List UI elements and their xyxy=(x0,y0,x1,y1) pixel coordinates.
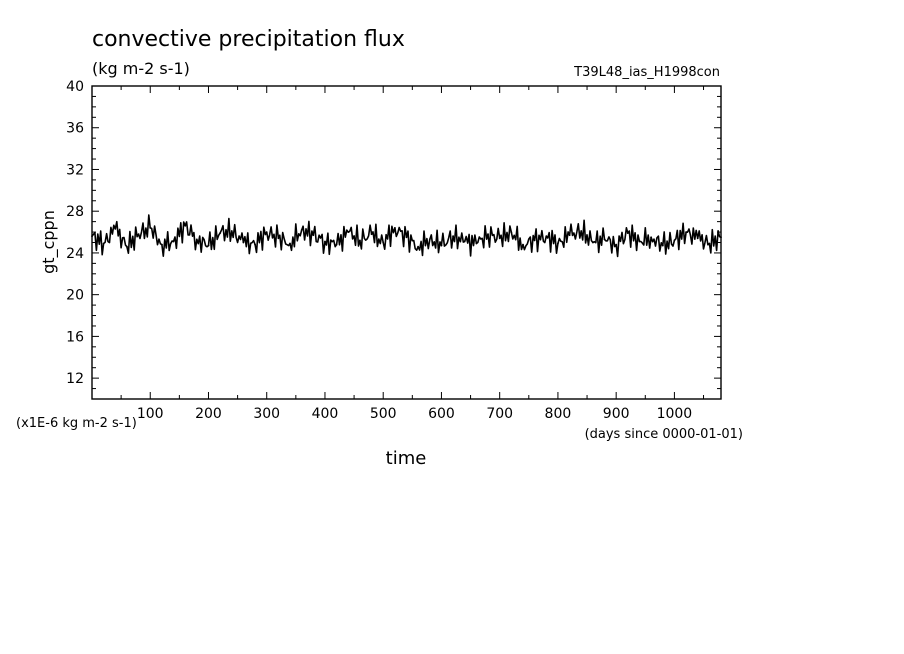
x-tick-label: 400 xyxy=(312,406,339,422)
series-point xyxy=(498,237,501,240)
x-tick-label: 100 xyxy=(137,406,164,422)
series-point xyxy=(265,231,268,234)
series-point xyxy=(557,242,559,245)
series-point xyxy=(219,232,222,235)
series-point xyxy=(172,240,175,243)
series-point xyxy=(568,234,571,237)
series-group xyxy=(91,214,722,258)
series-point xyxy=(405,236,408,239)
y-axis-label: gt_cppn xyxy=(39,210,59,274)
y-tick-label: 36 xyxy=(66,121,84,137)
series-point xyxy=(230,230,233,232)
series-point xyxy=(195,238,198,241)
x-tick-label: 500 xyxy=(370,406,397,422)
series-point xyxy=(417,245,419,248)
series-point xyxy=(592,241,594,244)
series-point xyxy=(149,227,152,229)
series-point xyxy=(91,235,93,238)
chart-title: convective precipitation flux xyxy=(92,27,405,52)
series-point xyxy=(708,242,711,245)
series-point xyxy=(673,239,676,242)
series-point xyxy=(114,228,117,230)
y-tick-label: 12 xyxy=(66,371,84,387)
x-tick-label: 600 xyxy=(428,406,455,422)
series-point xyxy=(685,231,687,234)
x-axis-label: time xyxy=(386,448,427,469)
series-point xyxy=(696,237,699,240)
y-tick-label: 28 xyxy=(66,204,84,220)
series-point xyxy=(126,245,128,248)
x-tick-label: 900 xyxy=(603,406,630,422)
series-point xyxy=(370,233,373,236)
series-point xyxy=(615,243,618,246)
series-point xyxy=(277,237,280,240)
series-point xyxy=(452,235,454,238)
series-point xyxy=(207,244,210,247)
chart-subtitle: (kg m-2 s-1) xyxy=(92,59,190,78)
series-point xyxy=(533,239,536,242)
series-point xyxy=(102,242,105,245)
series-point xyxy=(242,241,245,244)
y-tick-label: 20 xyxy=(66,288,84,304)
series-point xyxy=(394,227,396,229)
x-axis-units: (days since 0000-01-01) xyxy=(585,427,743,442)
series-point xyxy=(440,244,443,247)
series-point xyxy=(661,244,664,247)
x-tick-label: 700 xyxy=(486,406,513,422)
y-tick-label: 16 xyxy=(66,329,84,345)
series-point xyxy=(312,234,315,237)
plot-frame xyxy=(91,85,722,400)
series-point xyxy=(603,238,606,241)
series-point xyxy=(626,232,629,235)
series-point xyxy=(359,239,361,242)
y-tick-label: 40 xyxy=(66,79,84,95)
series-point xyxy=(475,242,478,245)
series-point xyxy=(347,231,350,234)
x-tick-label: 300 xyxy=(253,406,280,422)
series-point xyxy=(254,243,256,246)
series-point xyxy=(300,229,303,231)
run-label: T39L48_ias_H1998con xyxy=(573,65,720,80)
y-tick-label: 32 xyxy=(66,162,84,178)
y-tick-label: 24 xyxy=(66,246,84,262)
series-point xyxy=(161,243,163,246)
x-tick-label: 800 xyxy=(545,406,572,422)
series-point xyxy=(463,240,466,243)
y-axis-ticks: 12 16 20 24 28 32 36 40 xyxy=(66,79,721,390)
series-point xyxy=(638,240,641,243)
series-point xyxy=(324,240,326,243)
series-point xyxy=(289,242,291,245)
series-point xyxy=(580,230,583,232)
series-point xyxy=(545,235,548,238)
series-point xyxy=(428,238,431,241)
x-tick-label: 1000 xyxy=(657,406,693,422)
series-point xyxy=(335,243,338,246)
x-tick-label: 200 xyxy=(195,406,222,422)
series-point xyxy=(487,233,489,236)
series-point xyxy=(510,231,513,234)
series-line xyxy=(91,214,722,258)
series-point xyxy=(522,243,524,246)
series-point xyxy=(382,241,385,244)
series-point xyxy=(650,236,652,239)
series-point xyxy=(184,224,187,227)
x-axis-ticks: 100 200 300 400 500 600 700 800 900 1000 xyxy=(120,86,705,422)
series-point xyxy=(720,236,722,239)
y-scale-note: (x1E-6 kg m-2 s-1) xyxy=(16,416,137,431)
series-point xyxy=(137,233,140,236)
